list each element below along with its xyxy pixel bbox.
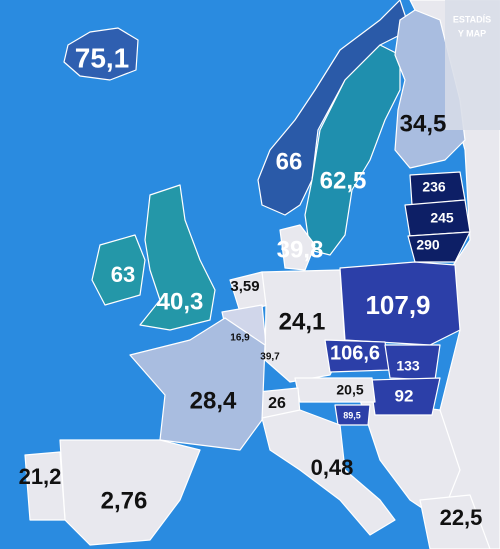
- value-label: 26: [268, 395, 286, 412]
- ireland: [91, 234, 146, 306]
- value-label: 2,76: [101, 487, 148, 514]
- value-label: 20,5: [336, 382, 363, 398]
- greece: [419, 494, 491, 549]
- value-label: 245: [430, 210, 454, 226]
- value-label: 62,5: [320, 167, 367, 194]
- value-label: 133: [396, 358, 420, 374]
- value-label: 89,5: [343, 410, 361, 420]
- uk: [139, 184, 216, 331]
- value-label: 236: [422, 179, 446, 195]
- value-label: 24,1: [279, 308, 326, 335]
- sweden: [304, 44, 401, 256]
- lithuania: [407, 231, 471, 263]
- hungary: [369, 377, 441, 416]
- value-label: 106,6: [330, 342, 380, 364]
- iceland: [63, 27, 139, 81]
- italy: [261, 409, 396, 536]
- value-label: 40,3: [157, 288, 204, 315]
- poland: [339, 261, 461, 346]
- denmark: [279, 224, 316, 271]
- france: [129, 317, 266, 451]
- spain: [59, 439, 201, 546]
- value-label: 21,2: [19, 464, 62, 489]
- watermark-line: ESTADÍS: [453, 14, 491, 24]
- value-label: 39,7: [260, 352, 280, 363]
- value-label: 66: [276, 148, 303, 175]
- portugal: [24, 451, 66, 521]
- value-label: 16,9: [230, 333, 250, 344]
- value-label: 22,5: [440, 505, 483, 530]
- value-label: 92: [395, 386, 414, 405]
- value-label: 63: [111, 262, 135, 287]
- value-label: 3,59: [230, 278, 259, 295]
- value-label: 28,4: [190, 387, 237, 414]
- value-label: 75,1: [75, 42, 130, 73]
- value-label: 290: [416, 237, 440, 253]
- value-label: 107,9: [365, 290, 430, 320]
- watermark-box: [445, 0, 500, 130]
- value-label: 0,48: [311, 455, 354, 480]
- value-label: 39,8: [277, 236, 324, 263]
- watermark-line: Y MAP: [458, 28, 486, 38]
- slovenia: [334, 404, 371, 426]
- value-label: 34,5: [400, 110, 447, 137]
